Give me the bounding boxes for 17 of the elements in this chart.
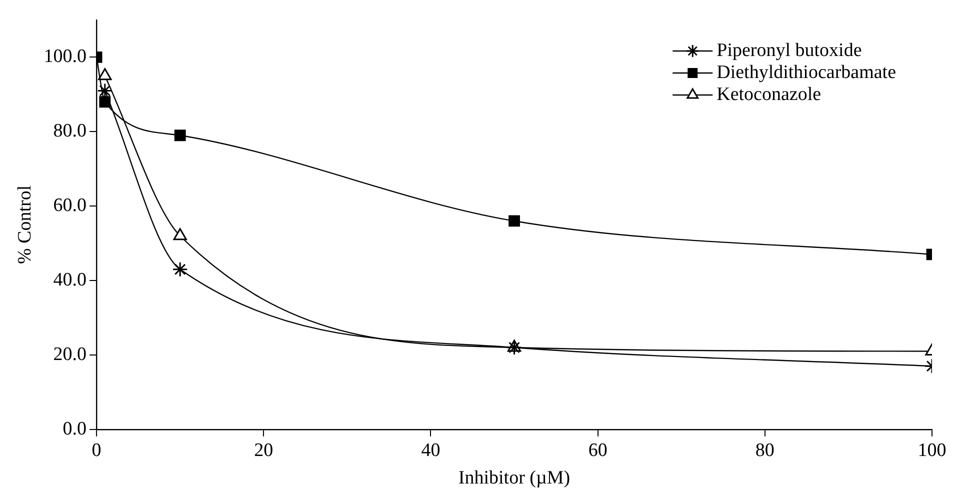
y-tick-label: 0.0 [62,418,87,440]
y-tick-label: 80.0 [53,120,87,142]
legend-label: Diethyldithiocarbamate [716,62,896,83]
y-tick-label: 40.0 [53,270,87,291]
x-tick-label: 40 [421,440,440,461]
x-tick-label: 60 [588,440,608,461]
x-tick-label: 80 [755,440,774,461]
legend-label: Ketoconazole [716,84,822,105]
x-tick-label: 0 [92,440,102,461]
y-tick-label: 60.0 [53,195,87,216]
x-tick-label: 100 [918,440,946,461]
x-axis-title: Inhibitor (µM) [458,468,570,489]
y-axis-title: % Control [14,185,36,264]
y-tick-label: 20.0 [53,344,87,365]
x-tick-label: 20 [254,440,274,461]
y-tick-label: 100.0 [44,46,87,68]
legend-label: Piperonyl butoxide [716,40,862,61]
